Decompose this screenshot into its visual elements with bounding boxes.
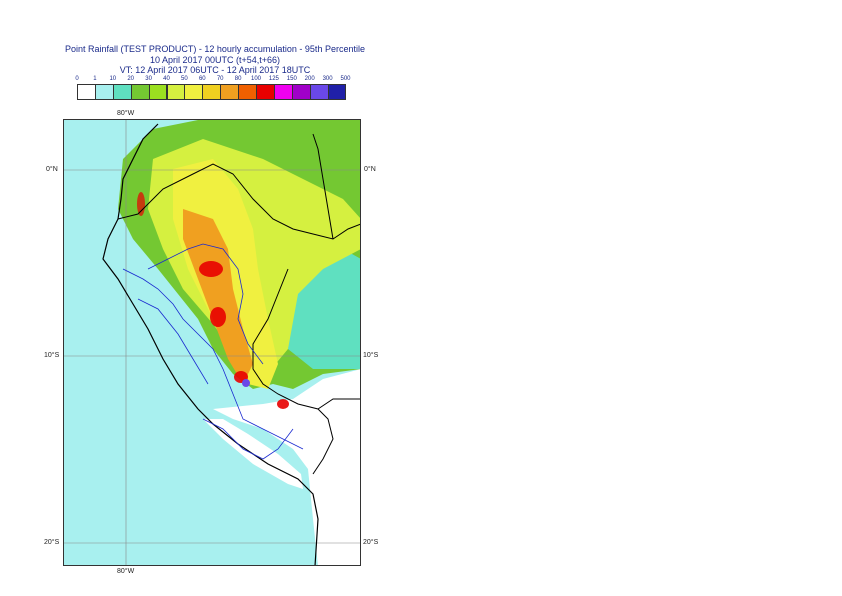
legend-threshold-label: 80 — [234, 76, 242, 82]
country-border — [317, 398, 361, 410]
legend-threshold-label: 100 — [250, 76, 262, 82]
regional-border — [147, 243, 264, 365]
orange-region — [183, 209, 253, 384]
lat-label-right-20s: 20°S — [363, 539, 379, 546]
legend-color-box — [220, 84, 240, 100]
legend-color-box — [94, 84, 114, 100]
country-border — [252, 268, 334, 475]
legend-threshold-label: 50 — [181, 76, 188, 82]
legend-color-box — [202, 84, 222, 100]
heavy-rain-cell — [199, 261, 223, 277]
map-title: Point Rainfall (TEST PRODUCT) - 12 hourl… — [65, 44, 365, 54]
lon-label-bottom: 80°W — [117, 568, 135, 575]
legend-color-box — [309, 84, 329, 100]
legend-color-box — [327, 84, 347, 100]
legend-threshold-label: 300 — [322, 76, 333, 82]
legend-color-box — [291, 84, 311, 100]
legend-threshold-label: 200 — [304, 76, 315, 82]
legend-threshold-label: 20 — [127, 76, 135, 82]
legend-color-box — [256, 84, 275, 100]
regional-border — [202, 418, 294, 460]
legend-threshold-label: 40 — [163, 76, 170, 82]
heavy-rain-cell — [210, 307, 226, 327]
legend-color-box — [112, 84, 132, 100]
legend-threshold-label: 60 — [198, 76, 206, 82]
map-run-time: 10 April 2017 00UTC (t+54,t+66) — [149, 55, 281, 65]
legend-threshold-label: 500 — [340, 76, 351, 82]
lat-label-left-0: 0°N — [46, 166, 58, 173]
lat-label-left-20s: 20°S — [44, 539, 60, 546]
legend-threshold-label: 10 — [109, 76, 117, 82]
lon-label-top: 80°W — [117, 110, 135, 117]
legend-threshold-label: 30 — [145, 76, 152, 82]
lat-label-right-10s: 10°S — [363, 352, 379, 359]
heavy-rain-cell — [137, 192, 145, 216]
legend-threshold-label: 125 — [268, 76, 279, 82]
legend-threshold-label: 0 — [75, 76, 79, 82]
lat-label-right-0: 0°N — [364, 166, 376, 173]
heavy-rain-cell — [277, 399, 289, 409]
rainfall-map — [63, 119, 361, 566]
legend-color-box — [130, 84, 150, 100]
legend-threshold-label: 1 — [93, 76, 97, 82]
regional-border — [122, 268, 304, 450]
legend-color-box — [238, 84, 257, 100]
legend-color-box — [166, 84, 186, 100]
regional-border — [137, 298, 209, 385]
legend-color-box — [273, 84, 293, 100]
map-valid-time: VT: 12 April 2017 06UTC - 12 April 2017 … — [119, 65, 311, 75]
legend-threshold-label: 70 — [216, 76, 224, 82]
legend-threshold-label: 150 — [286, 76, 297, 82]
lat-label-left-10s: 10°S — [44, 352, 60, 359]
coastline — [102, 123, 319, 566]
dry-area — [213, 369, 361, 566]
legend-color-box — [184, 84, 204, 100]
extreme-rain-cell — [242, 379, 250, 387]
country-border — [312, 133, 334, 240]
legend-color-box — [148, 84, 168, 100]
legend-color-box — [77, 84, 96, 100]
